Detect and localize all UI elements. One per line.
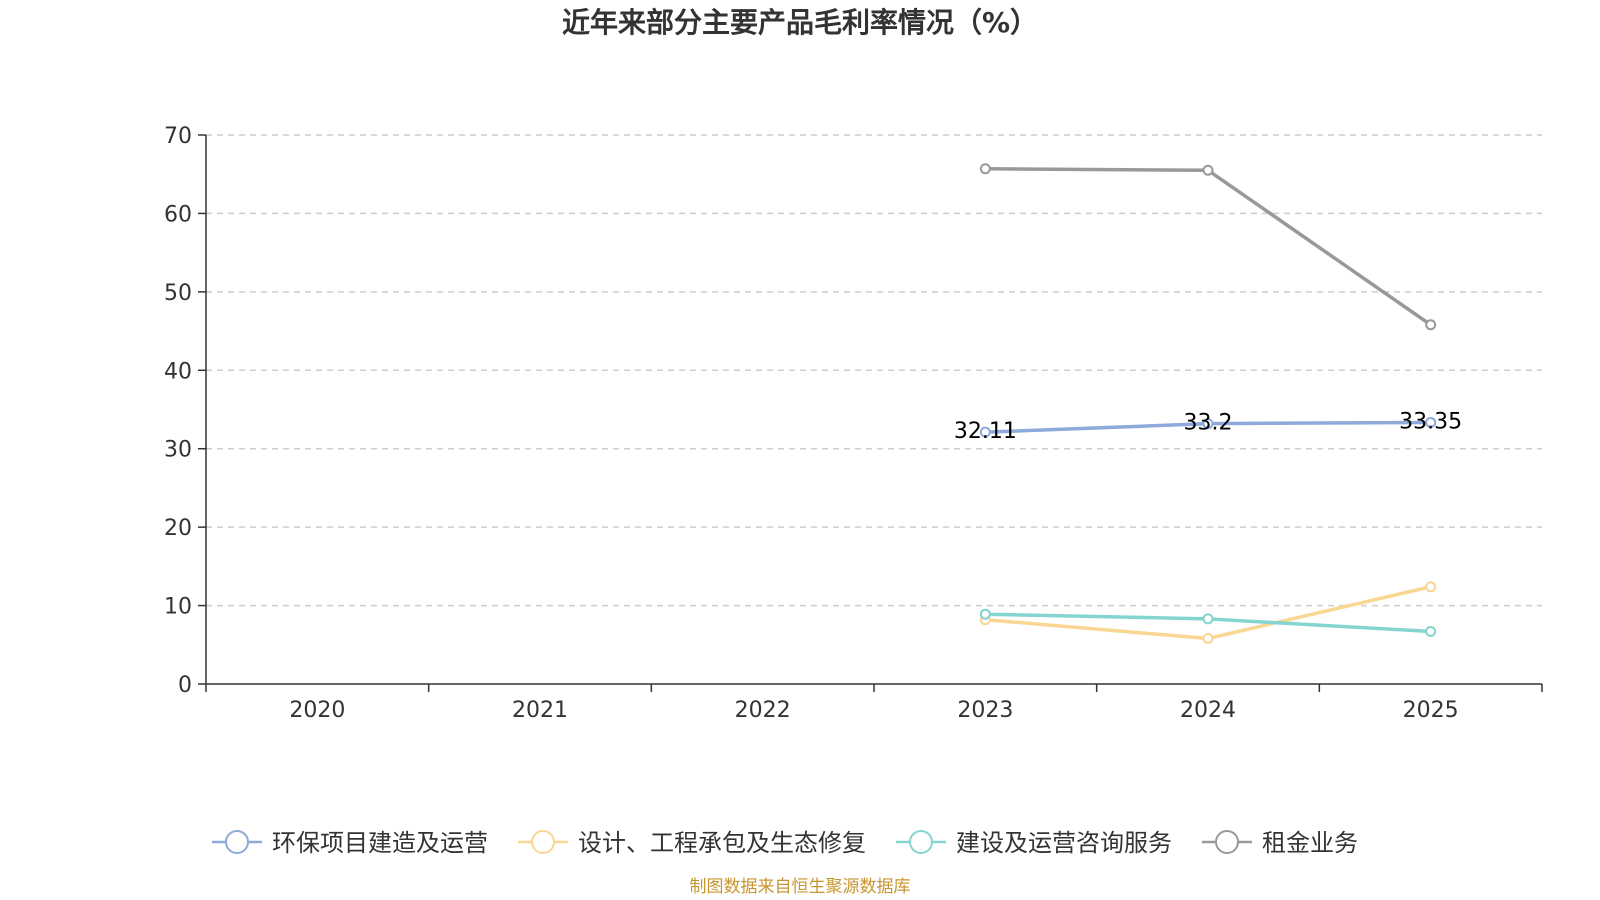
x-tick-label: 2025	[1403, 698, 1459, 723]
legend-label: 租金业务	[1262, 829, 1358, 857]
x-tick-label: 2022	[735, 698, 791, 723]
legend-label: 环保项目建造及运营	[272, 829, 488, 857]
y-tick-label: 0	[178, 673, 192, 698]
legend-marker	[909, 830, 933, 854]
data-point	[979, 426, 991, 438]
data-point	[1425, 625, 1437, 637]
y-tick-label: 40	[164, 359, 192, 384]
data-point	[1425, 319, 1437, 331]
x-tick-label: 2021	[512, 698, 568, 723]
legend-item-4[interactable]: 租金业务	[1202, 829, 1358, 857]
data-label: 33.2	[1184, 411, 1233, 436]
legend-label: 设计、工程承包及生态修复	[578, 829, 866, 857]
data-point	[1425, 416, 1437, 428]
data-point	[1425, 581, 1437, 593]
legend-label: 建设及运营咨询服务	[956, 829, 1172, 857]
x-tick-label: 2023	[957, 698, 1013, 723]
chart-title: 近年来部分主要产品毛利率情况（%）	[562, 6, 1038, 39]
legend-item-3[interactable]: 建设及运营咨询服务	[896, 829, 1172, 857]
data-point	[1202, 164, 1214, 176]
legend-item-2[interactable]: 设计、工程承包及生态修复	[518, 829, 866, 857]
y-tick-label: 10	[164, 595, 192, 620]
data-label: 33.35	[1399, 409, 1462, 434]
source-note: 制图数据来自恒生聚源数据库	[690, 877, 911, 897]
x-tick-label: 2024	[1180, 698, 1236, 723]
legend[interactable]: 环保项目建造及运营 设计、工程承包及生态修复 建设及运营咨询服务 租金业务	[212, 829, 1358, 857]
y-tick-label: 60	[164, 202, 192, 227]
legend-marker	[531, 830, 555, 854]
data-point	[1202, 613, 1214, 625]
data-point	[979, 163, 991, 175]
data-point	[1202, 418, 1214, 430]
data-label: 32.11	[954, 419, 1017, 444]
y-tick-label: 30	[164, 438, 192, 463]
y-tick-label: 20	[164, 516, 192, 541]
grid-lines	[206, 134, 1542, 607]
y-tick-label: 70	[164, 124, 192, 149]
series-line-2	[985, 585, 1432, 641]
y-tick-label: 50	[164, 281, 192, 306]
data-point	[1202, 633, 1214, 645]
series-group: 32.11 33.2 33.35	[954, 163, 1462, 645]
legend-item-1[interactable]: 环保项目建造及运营	[212, 829, 488, 857]
axes: 0 10 20 30 40 50 60 70 2020 2021 2022 2023 2024 2025	[164, 124, 1543, 723]
x-tick-label: 2020	[289, 698, 345, 723]
data-point	[979, 608, 991, 620]
series-line-4	[985, 166, 1432, 327]
legend-marker	[1215, 830, 1239, 854]
legend-marker	[225, 830, 249, 854]
